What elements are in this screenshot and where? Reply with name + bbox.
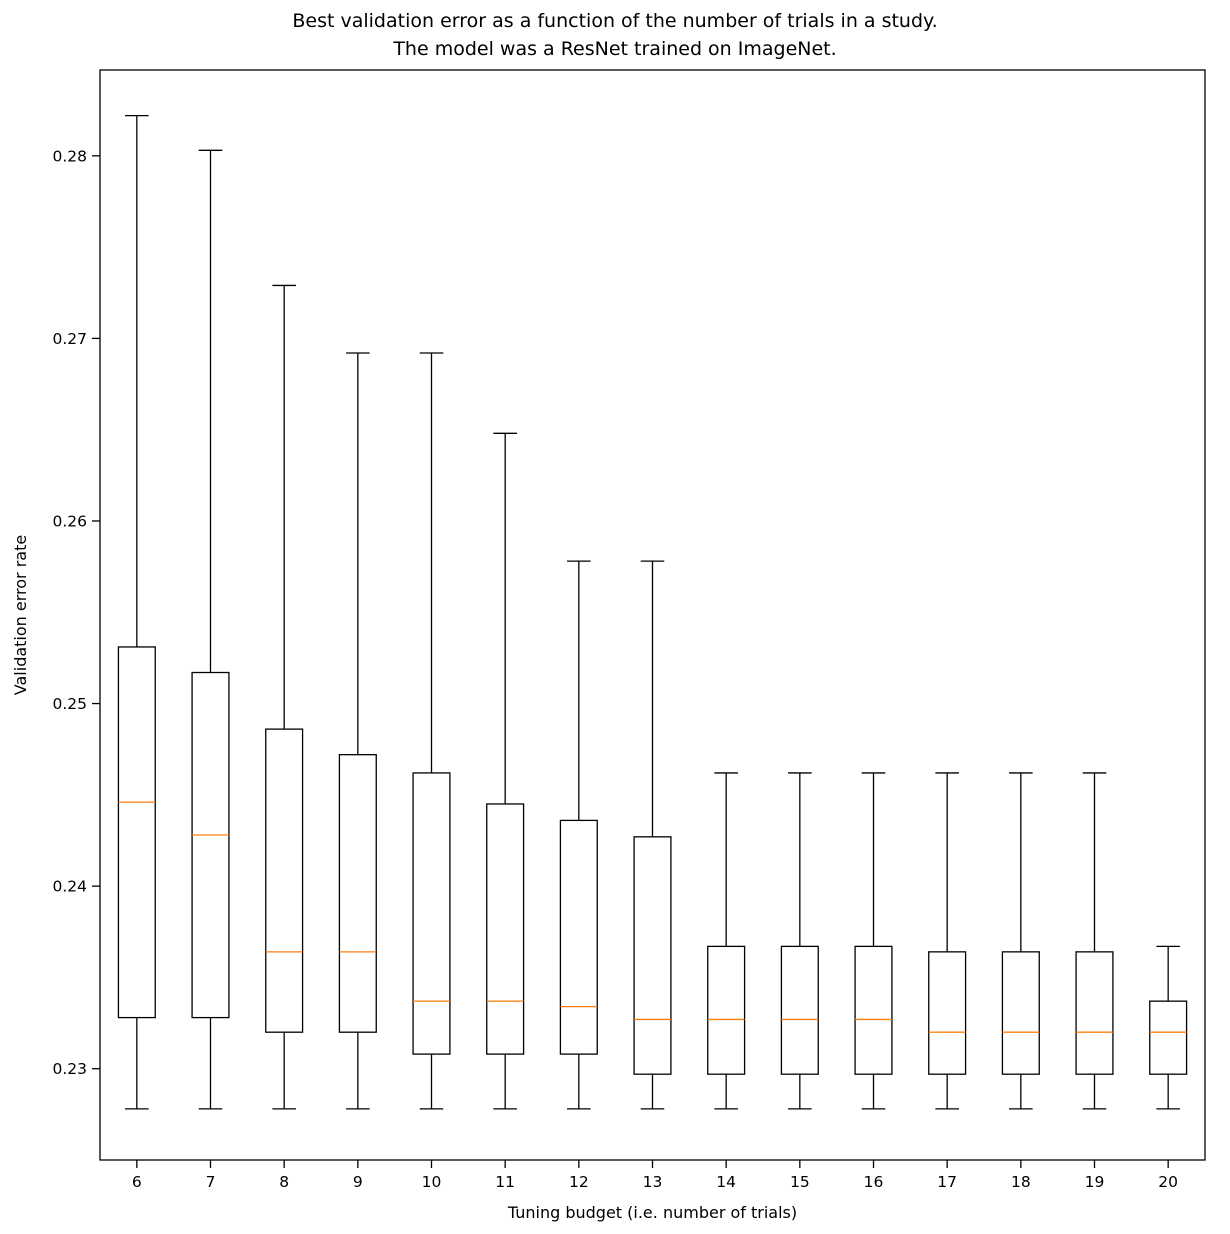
boxplot-box — [559, 560, 598, 1110]
box-iqr — [928, 951, 967, 1075]
box-iqr — [707, 945, 746, 1075]
x-tick-label: 15 — [790, 1173, 810, 1191]
box-iqr — [1001, 951, 1040, 1075]
box-iqr — [780, 945, 819, 1075]
box-iqr — [854, 945, 893, 1075]
x-tick-label: 6 — [132, 1173, 142, 1191]
x-axis-label: Tuning budget (i.e. number of trials) — [507, 1203, 797, 1222]
box-iqr — [1075, 951, 1114, 1075]
x-tick-label: 10 — [422, 1173, 442, 1191]
box-iqr — [338, 754, 377, 1033]
y-tick-label: 0.24 — [52, 878, 87, 896]
y-tick-label: 0.27 — [52, 330, 87, 348]
box-iqr — [117, 646, 156, 1019]
x-tick-label: 18 — [1011, 1173, 1031, 1191]
box-iqr — [191, 671, 230, 1019]
boxplot-box — [486, 432, 525, 1110]
x-tick-label: 8 — [279, 1173, 289, 1191]
box-iqr — [486, 803, 525, 1055]
x-tick-label: 14 — [716, 1173, 736, 1191]
x-tick-label: 19 — [1085, 1173, 1105, 1191]
boxplot-box — [633, 560, 672, 1110]
boxplot-box — [928, 772, 967, 1110]
box-iqr — [559, 819, 598, 1055]
x-tick-label: 13 — [643, 1173, 663, 1191]
boxplot-box — [1001, 772, 1040, 1110]
box-iqr — [1149, 1000, 1188, 1075]
boxplot-box — [191, 149, 230, 1110]
chart-title: Best validation error as a function of t… — [292, 10, 938, 60]
boxplot-box — [265, 284, 304, 1110]
box-iqr — [633, 836, 672, 1075]
x-tick-label: 17 — [937, 1173, 957, 1191]
y-tick-label: 0.26 — [52, 512, 87, 530]
x-tick-label: 9 — [353, 1173, 363, 1191]
boxplot-box — [854, 772, 893, 1110]
y-tick-label: 0.28 — [52, 147, 87, 165]
boxplot-box — [780, 772, 819, 1110]
boxplot-box — [117, 114, 156, 1110]
y-tick-label: 0.25 — [52, 695, 87, 713]
boxplot-box — [1075, 772, 1114, 1110]
boxplot-box — [412, 352, 451, 1110]
box-iqr — [412, 772, 451, 1055]
boxplot-box — [338, 352, 377, 1110]
y-tick-label: 0.23 — [52, 1060, 87, 1078]
y-axis-label: Validation error rate — [11, 535, 30, 695]
x-tick-label: 20 — [1158, 1173, 1178, 1191]
box-iqr — [265, 728, 304, 1033]
boxplot-box — [707, 772, 746, 1110]
x-tick-label: 7 — [206, 1173, 216, 1191]
boxplot-box — [1149, 945, 1188, 1110]
x-tick-label: 16 — [864, 1173, 884, 1191]
x-tick-label: 12 — [569, 1173, 589, 1191]
x-tick-label: 11 — [495, 1173, 515, 1191]
